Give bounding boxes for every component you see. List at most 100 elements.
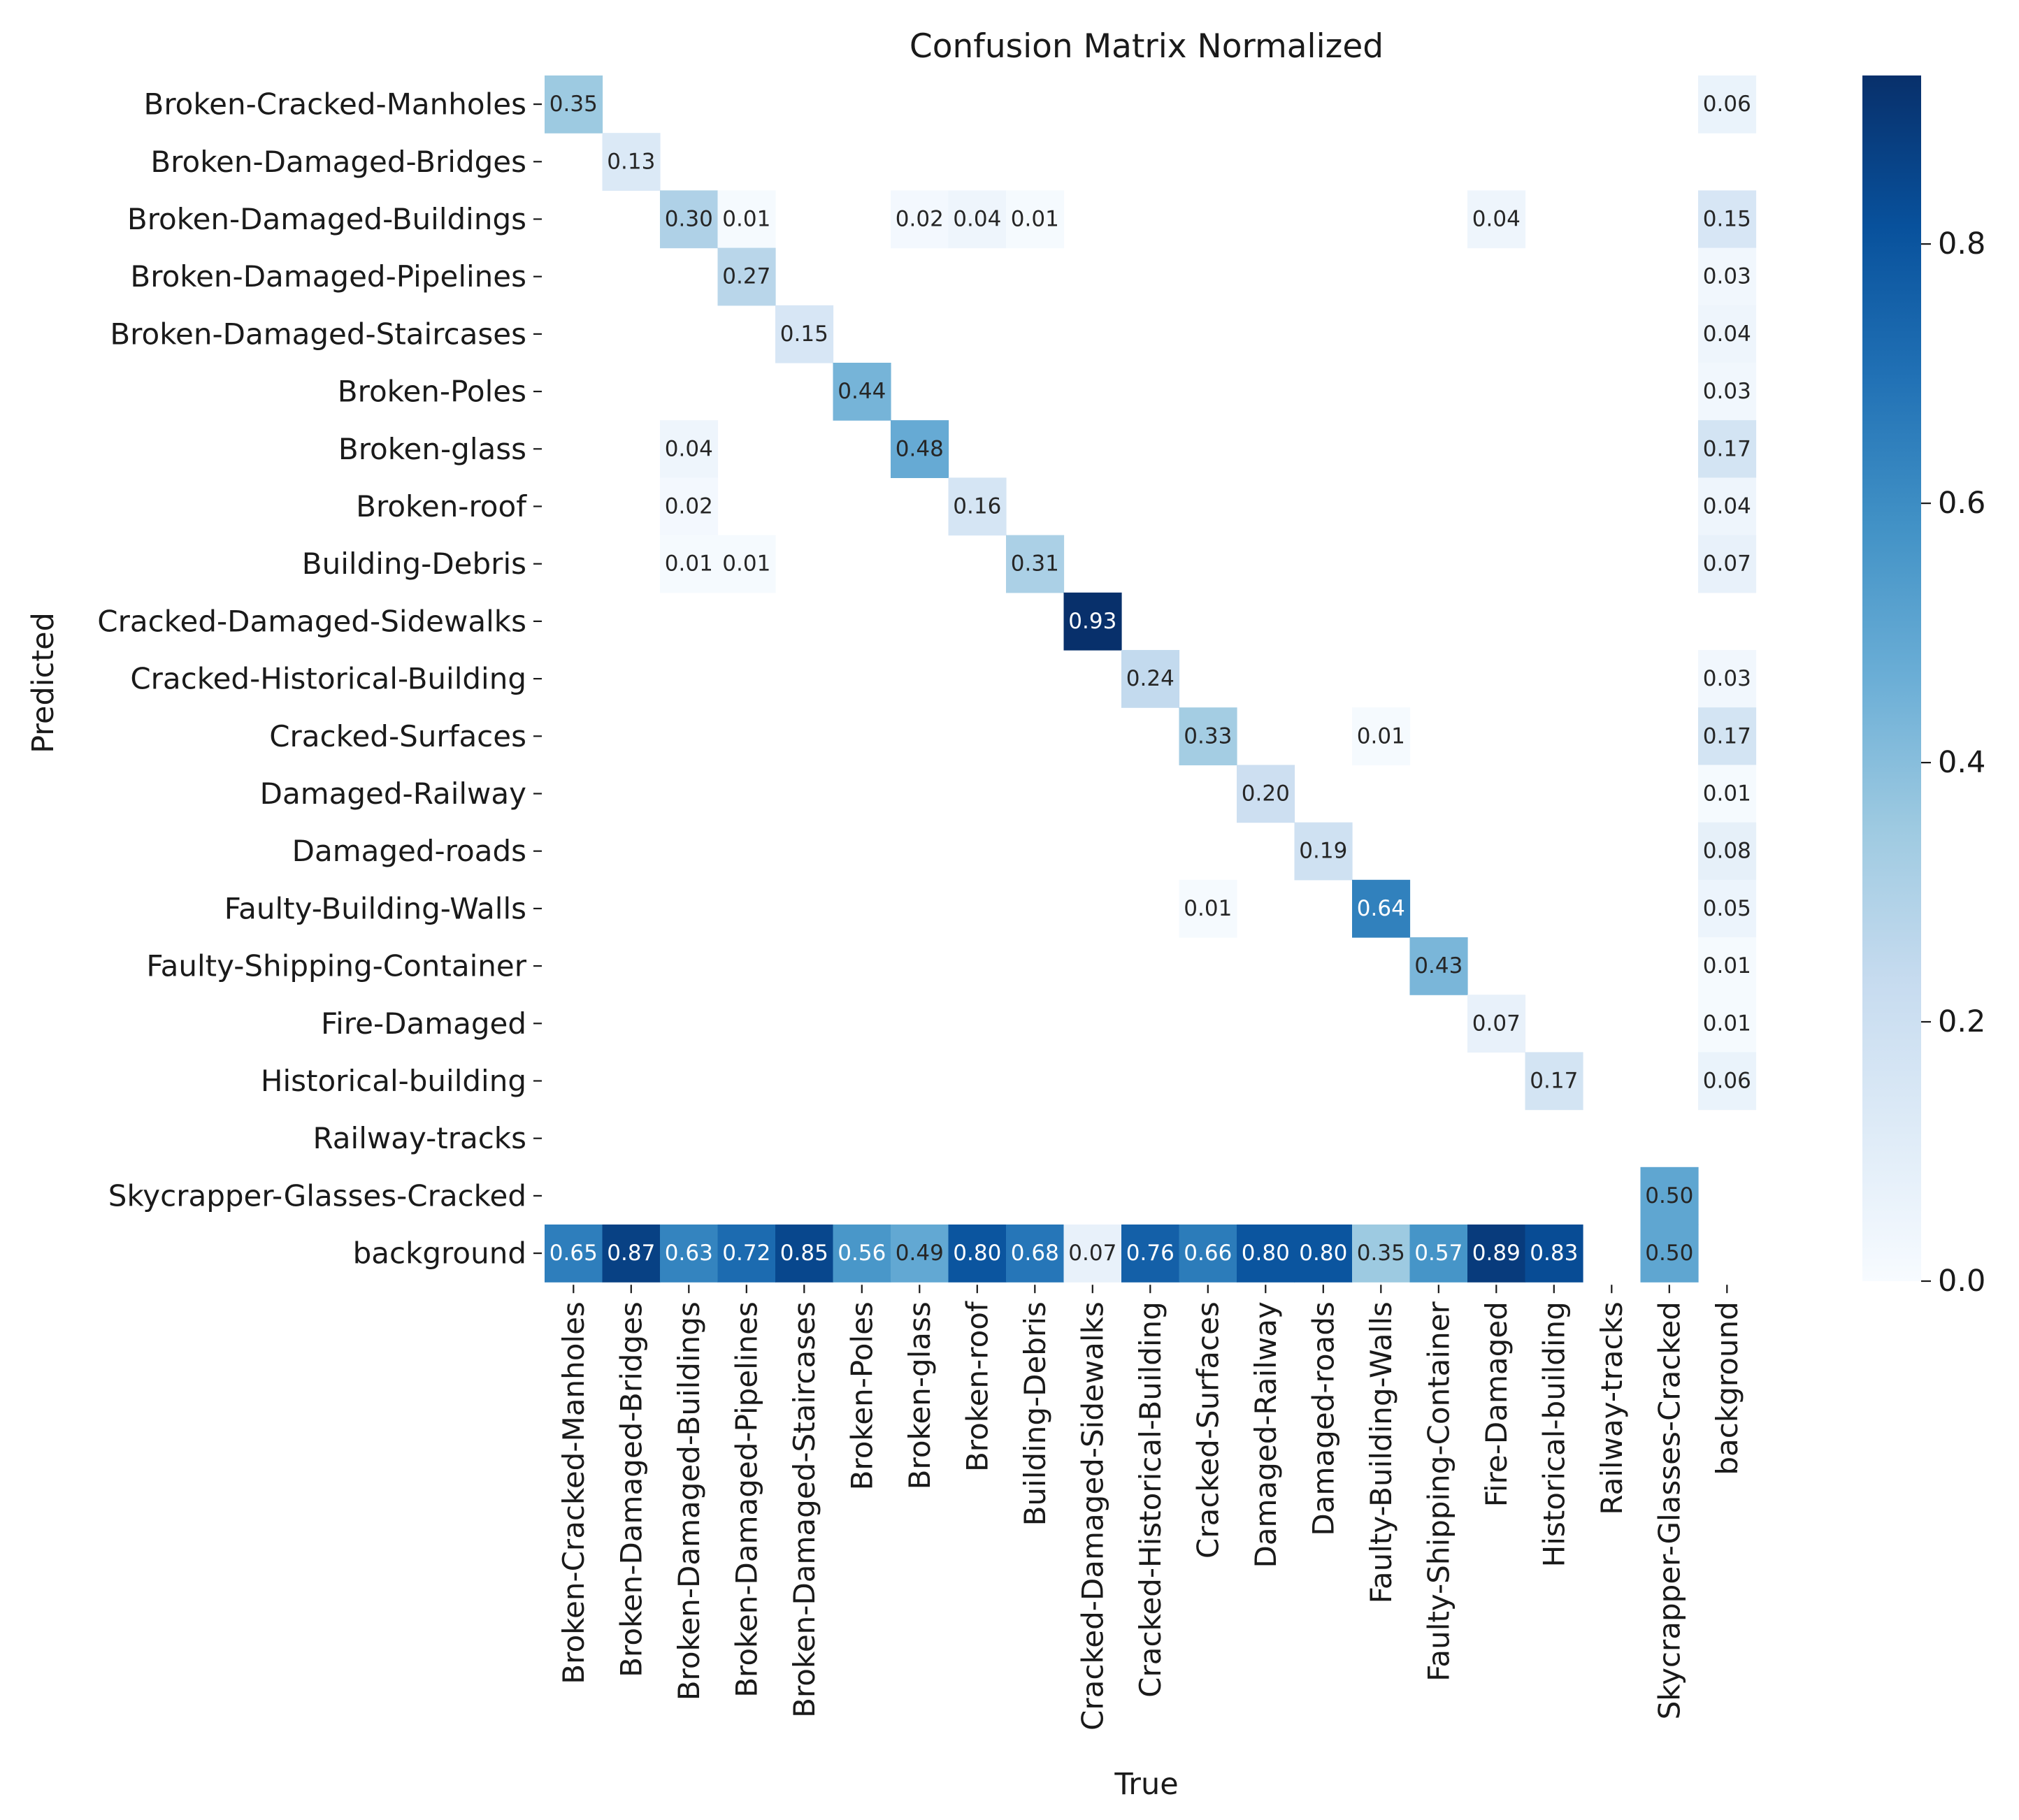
colorbar bbox=[1862, 75, 1921, 1281]
heatmap-cell bbox=[948, 477, 1007, 536]
x-tick-label: Faulty-Building-Walls bbox=[1364, 1301, 1398, 1603]
cell-value-label: 0.85 bbox=[780, 1241, 828, 1266]
heatmap-cell bbox=[717, 190, 776, 249]
heatmap-cell bbox=[1698, 363, 1757, 421]
cell-value-label: 0.01 bbox=[722, 207, 770, 232]
x-tick-label: Broken-Cracked-Manholes bbox=[556, 1301, 591, 1684]
cell-value-label: 0.04 bbox=[1703, 322, 1751, 347]
colorbar-tick-label: 0.6 bbox=[1938, 486, 1985, 521]
x-tick-label: Broken-glass bbox=[903, 1301, 937, 1489]
cell-value-label: 0.49 bbox=[896, 1241, 944, 1266]
heatmap-cell bbox=[891, 1225, 949, 1283]
heatmap-cell bbox=[1121, 1225, 1180, 1283]
heatmap-cell bbox=[1698, 1052, 1757, 1111]
heatmap-cell bbox=[1006, 1225, 1065, 1283]
y-tick-label: Broken-roof bbox=[356, 489, 527, 523]
heatmap-cell bbox=[660, 535, 719, 593]
cell-value-label: 0.56 bbox=[838, 1241, 886, 1266]
cell-value-label: 0.80 bbox=[953, 1241, 1001, 1266]
cell-value-label: 0.44 bbox=[838, 379, 886, 404]
cell-value-label: 0.17 bbox=[1703, 723, 1751, 749]
heatmap-cell bbox=[1063, 592, 1122, 651]
heatmap-cell bbox=[1467, 1225, 1526, 1283]
heatmap-cell bbox=[1698, 75, 1757, 133]
y-tick-label: Historical-building bbox=[261, 1064, 526, 1098]
x-tick-label: Broken-Damaged-Staircases bbox=[787, 1301, 821, 1718]
cell-value-label: 0.66 bbox=[1184, 1241, 1232, 1266]
cell-value-label: 0.76 bbox=[1126, 1241, 1174, 1266]
y-tick-label: Building-Debris bbox=[302, 547, 526, 581]
cell-value-label: 0.08 bbox=[1703, 839, 1751, 864]
heatmap-cell bbox=[1352, 707, 1411, 765]
heatmap-cell bbox=[1698, 937, 1757, 995]
heatmap-cell bbox=[1467, 190, 1526, 249]
heatmap-cell bbox=[1698, 420, 1757, 478]
cell-value-label: 0.93 bbox=[1068, 609, 1116, 634]
x-tick-label: Building-Debris bbox=[1018, 1301, 1052, 1526]
cell-value-label: 0.31 bbox=[1011, 551, 1059, 577]
cell-value-label: 0.01 bbox=[1703, 781, 1751, 807]
cell-value-label: 0.07 bbox=[1703, 551, 1751, 577]
y-tick-label: Broken-glass bbox=[338, 432, 526, 466]
cell-value-label: 0.01 bbox=[1184, 896, 1232, 921]
y-tick-label: Damaged-roads bbox=[292, 834, 526, 868]
cell-value-label: 0.07 bbox=[1068, 1241, 1116, 1266]
y-tick-label: Railway-tracks bbox=[313, 1121, 526, 1155]
cell-value-label: 0.30 bbox=[665, 207, 713, 232]
heatmap-cell bbox=[1467, 995, 1526, 1053]
cell-value-label: 0.20 bbox=[1242, 781, 1290, 807]
heatmap-cell bbox=[1698, 477, 1757, 536]
cell-value-label: 0.07 bbox=[1472, 1011, 1521, 1036]
y-tick-label: background bbox=[353, 1236, 526, 1271]
cell-value-label: 0.17 bbox=[1703, 436, 1751, 461]
x-axis-label: True bbox=[1114, 1767, 1178, 1802]
colorbar-tick-label: 0.8 bbox=[1938, 226, 1985, 261]
y-tick-label: Cracked-Historical-Building bbox=[130, 662, 526, 696]
y-tick-label: Broken-Damaged-Bridges bbox=[150, 145, 526, 179]
cell-value-label: 0.04 bbox=[1703, 494, 1751, 519]
x-tick-label: Historical-building bbox=[1537, 1301, 1571, 1567]
heatmap-cell bbox=[660, 1225, 719, 1283]
heatmap-cell bbox=[660, 420, 719, 478]
cell-value-label: 0.33 bbox=[1184, 723, 1232, 749]
cell-value-label: 0.01 bbox=[1703, 1011, 1751, 1036]
y-axis-label: Predicted bbox=[26, 612, 61, 753]
x-tick-label: Cracked-Historical-Building bbox=[1133, 1301, 1167, 1698]
heatmap-cell bbox=[1525, 1225, 1583, 1283]
cell-value-label: 0.68 bbox=[1011, 1241, 1059, 1266]
cell-value-label: 0.01 bbox=[722, 551, 770, 577]
x-tick-label: Broken-Damaged-Pipelines bbox=[729, 1301, 763, 1698]
heatmap-cell bbox=[602, 133, 661, 191]
heatmap-cell bbox=[660, 190, 719, 249]
heatmap-cell bbox=[545, 1225, 603, 1283]
colorbar-ticks: 0.0 0.2 0.4 0.6 0.8 bbox=[1921, 226, 1985, 1299]
y-tick-label: Broken-Damaged-Staircases bbox=[110, 317, 526, 351]
cell-value-label: 0.04 bbox=[953, 207, 1001, 232]
cell-value-label: 0.03 bbox=[1703, 666, 1751, 691]
cell-value-label: 0.02 bbox=[896, 207, 944, 232]
heatmap-cell bbox=[948, 1225, 1007, 1283]
heatmap-cell bbox=[1698, 765, 1757, 823]
cell-value-label: 0.05 bbox=[1703, 896, 1751, 921]
x-tick-label: Faulty-Shipping-Container bbox=[1421, 1301, 1456, 1681]
y-tick-label: Broken-Cracked-Manholes bbox=[144, 87, 527, 122]
x-tick-label: Damaged-Railway bbox=[1249, 1301, 1283, 1568]
heatmap-cells: 0.35 0.06 0.13 0.30 0.01 0.02 0.04 0.01 0.04 0.15… bbox=[545, 75, 1757, 1283]
cell-value-label: 0.01 bbox=[1357, 723, 1405, 749]
cell-value-label: 0.72 bbox=[722, 1241, 770, 1266]
cell-value-label: 0.15 bbox=[780, 322, 828, 347]
heatmap-cell bbox=[1352, 1225, 1411, 1283]
heatmap-cell bbox=[1698, 650, 1757, 708]
heatmap-cell bbox=[775, 305, 834, 363]
heatmap-cell bbox=[717, 535, 776, 593]
heatmap-cell bbox=[1640, 1167, 1699, 1225]
cell-value-label: 0.03 bbox=[1703, 379, 1751, 404]
cell-value-label: 0.16 bbox=[953, 494, 1001, 519]
heatmap-cell bbox=[891, 420, 949, 478]
cell-value-label: 0.03 bbox=[1703, 264, 1751, 289]
heatmap-cell bbox=[1179, 707, 1237, 765]
cell-value-label: 0.01 bbox=[665, 551, 713, 577]
heatmap-cell bbox=[545, 75, 603, 133]
heatmap-cell bbox=[775, 1225, 834, 1283]
y-tick-label: Skycrapper-Glasses-Cracked bbox=[108, 1178, 526, 1213]
